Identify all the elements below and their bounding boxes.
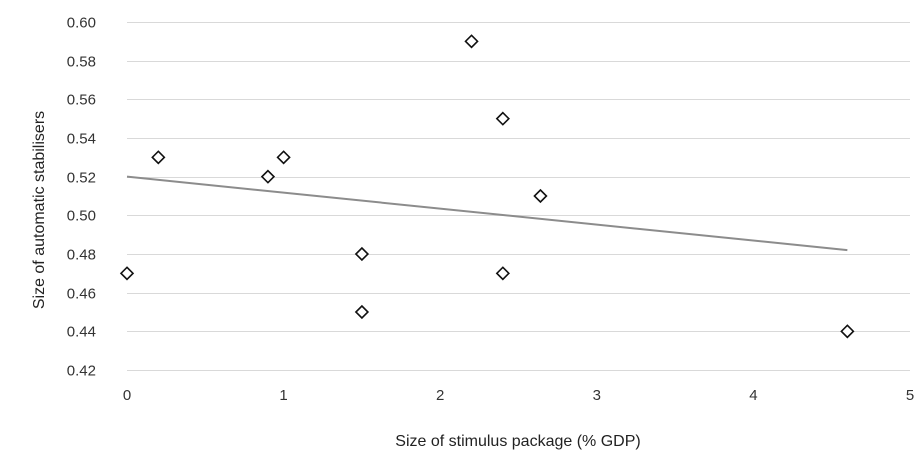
data-point: [354, 304, 370, 320]
y-tick-label: 0.46: [67, 286, 96, 303]
y-tick-label: 0.56: [67, 92, 96, 109]
data-point: [119, 266, 135, 281]
y-axis-ticks: 0.42 0.44 0.46 0.48 0.50 0.52 0.54 0.56 0.58 0.60: [67, 15, 96, 380]
y-tick-label: 0.58: [67, 54, 96, 71]
data-point: [151, 150, 166, 165]
trendline: [126, 175, 848, 252]
y-tick-label: 0.54: [67, 131, 96, 148]
data-points: [119, 34, 855, 339]
x-tick-label: 4: [749, 387, 757, 404]
x-tick-label: 0: [123, 387, 131, 404]
y-tick-label: 0.48: [67, 247, 96, 264]
x-tick-label: 3: [593, 387, 601, 404]
data-point: [533, 188, 548, 204]
y-tick-label: 0.52: [67, 170, 96, 187]
x-axis-ticks: 0 1 2 3 4 5: [123, 387, 914, 404]
data-point: [464, 34, 479, 49]
gridlines: [127, 22, 910, 371]
y-tick-label: 0.44: [67, 324, 96, 341]
x-tick-label: 1: [279, 387, 287, 404]
x-tick-label: 2: [436, 387, 444, 404]
x-tick-label: 5: [906, 387, 914, 404]
y-tick-label: 0.42: [67, 363, 96, 380]
y-tick-label: 0.50: [67, 208, 96, 225]
data-point: [354, 246, 370, 262]
y-axis-title: Size of automatic stabilisers: [31, 111, 48, 309]
data-point: [495, 111, 510, 126]
x-axis-title: Size of stimulus package (% GDP): [395, 433, 640, 450]
data-point: [276, 150, 291, 165]
trendline-group: [126, 175, 848, 252]
data-point: [495, 266, 510, 281]
data-point: [840, 324, 855, 339]
data-point: [260, 169, 276, 184]
y-tick-label: 0.60: [67, 15, 96, 32]
